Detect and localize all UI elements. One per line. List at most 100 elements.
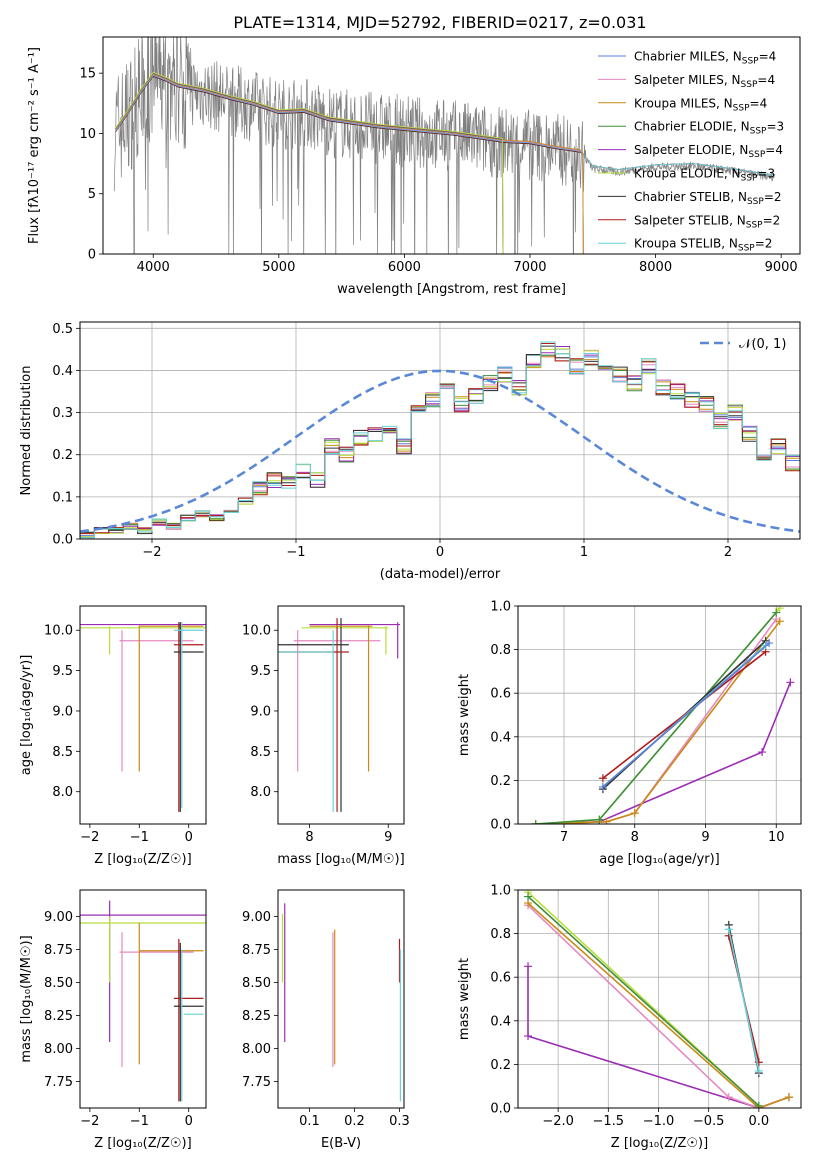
y-tick-label: 8.00 <box>44 1042 73 1057</box>
data-point-marker <box>724 925 733 934</box>
legend-entry-count: =2 <box>763 213 781 227</box>
data-point-marker <box>784 1093 793 1102</box>
legend-entry-subscript: SSP <box>738 244 755 254</box>
x-tick-label: 4000 <box>137 260 170 275</box>
normal-reference-curve <box>80 369 800 533</box>
legend-entry-label: Kroupa ELODIE, N <box>634 167 741 181</box>
axes-frame <box>277 889 405 1109</box>
data-point-marker <box>775 606 784 613</box>
x-tick-label: −1 <box>130 830 149 845</box>
y-tick-label: 8.75 <box>242 943 271 958</box>
weight-line-chabrier-miles <box>602 642 770 788</box>
x-tick-label: 1 <box>580 545 588 560</box>
y-tick-label: 10.0 <box>44 624 73 639</box>
model-curve-kroupa-elodie <box>115 71 504 254</box>
x-tick-label: 0.0 <box>749 1114 770 1129</box>
x-tick-label: 8 <box>631 830 639 845</box>
data-point-marker <box>524 962 533 971</box>
y-tick-label: 0.6 <box>490 971 511 986</box>
y-tick-label: 0.3 <box>52 406 73 421</box>
x-tick-label: 0 <box>436 545 444 560</box>
y-tick-label: 0.8 <box>490 643 511 658</box>
legend-entry-label: 𝒩(0, 1) <box>739 337 786 352</box>
weight-line-chabrier-elodie <box>535 611 777 824</box>
y-tick-label: 8.0 <box>250 785 271 800</box>
legend-entry-subscript: SSP <box>741 80 758 90</box>
y-tick-label: 10.0 <box>242 624 271 639</box>
x-tick-label: −2 <box>80 1114 99 1129</box>
y-axis-label: mass weight <box>457 674 472 756</box>
x-tick-label: 8000 <box>639 260 672 275</box>
legend-entry: Kroupa ELODIE, NSSP=3 <box>634 167 775 184</box>
y-tick-label: 0.4 <box>490 730 511 745</box>
x-tick-label: 2 <box>724 545 732 560</box>
legend-entry-label: Chabrier MILES, N <box>634 50 742 64</box>
axes-frame <box>102 36 801 255</box>
x-tick-label: 7 <box>560 830 568 845</box>
y-tick-label: 1.0 <box>490 600 511 615</box>
weight-line-kroupa-miles <box>527 902 790 1108</box>
y-tick-label: 8.50 <box>242 976 271 991</box>
legend-entry: Salpeter STELIB, NSSP=2 <box>634 213 780 230</box>
x-tick-label: −2 <box>80 830 99 845</box>
data-point-marker <box>724 1093 733 1102</box>
x-tick-label: 0 <box>185 830 193 845</box>
data-point-marker <box>595 815 604 824</box>
y-axis-label: Flux [fλ10⁻¹⁷ erg cm⁻² s⁻¹ A⁻¹] <box>27 47 42 244</box>
legend-entry-label: Kroupa MILES, N <box>634 96 733 110</box>
panel-massweight-vs-Z: −2.0 −1.5 −1.0 −0.5 0.0 0.0 0.2 0.4 0.6 0.8 1.0 Z [… <box>457 884 802 1151</box>
y-tick-label: 9.0 <box>250 704 271 719</box>
plot-marks <box>80 341 800 539</box>
y-tick-label: 0.2 <box>52 448 73 463</box>
legend-entry-subscript: SSP <box>746 220 763 230</box>
x-tick-label: −2 <box>142 545 161 560</box>
legend-entry-count: =2 <box>764 190 782 204</box>
y-tick-label: 0.8 <box>490 927 511 942</box>
axes-frame <box>79 605 207 825</box>
data-point-marker <box>758 748 767 757</box>
y-tick-label: 7.75 <box>44 1075 73 1090</box>
legend-entry-count: =3 <box>757 167 775 181</box>
legend-entry: Salpeter MILES, NSSP=4 <box>634 73 775 90</box>
legend-entry: Kroupa MILES, NSSP=4 <box>634 96 767 113</box>
axes-frame <box>277 605 405 825</box>
y-tick-label: 7.75 <box>242 1075 271 1090</box>
weight-line-kroupa-stelib <box>727 929 760 1072</box>
y-tick-label: 8.5 <box>52 745 73 760</box>
y-tick-label: 1.0 <box>490 884 511 899</box>
x-tick-label: 0.3 <box>389 1114 410 1129</box>
legend-entry: Chabrier ELODIE, NSSP=3 <box>634 120 784 137</box>
data-point-marker <box>602 817 611 824</box>
x-tick-label: 9 <box>384 830 392 845</box>
legend-entry-label: Salpeter MILES, N <box>634 73 741 87</box>
y-tick-label: 8.75 <box>44 943 73 958</box>
data-point-marker <box>630 809 639 818</box>
y-tick-label: 0.5 <box>52 322 73 337</box>
data-point-marker <box>772 608 781 617</box>
plot-marks <box>80 900 206 1102</box>
plot-marks <box>524 890 793 1108</box>
x-axis-label: wavelength [Angstrom, rest frame] <box>337 282 566 297</box>
legend-entry-subscript: SSP <box>750 127 767 137</box>
y-tick-label: 0.1 <box>52 490 73 505</box>
panel-age-vs-Z: −2 −1 0 8.0 8.5 9.0 9.5 10.0 Z [log₁₀(Z/Z☉)] age … <box>19 605 207 867</box>
legend-entry: Kroupa STELIB, NSSP=2 <box>634 237 772 254</box>
plot-marks <box>281 903 401 1102</box>
y-tick-label: 5 <box>88 187 96 202</box>
data-point-marker <box>754 1058 763 1067</box>
y-tick-label: 8.5 <box>250 745 271 760</box>
legend-entry: Salpeter ELODIE, NSSP=4 <box>634 143 783 160</box>
y-tick-label: 0.0 <box>490 1102 511 1117</box>
legend-entry-label: Kroupa STELIB, N <box>634 237 738 251</box>
x-tick-label: 0.2 <box>344 1114 365 1129</box>
legend-entry-count: =4 <box>765 143 783 157</box>
legend-entry-subscript: SSP <box>733 103 750 113</box>
plot-area: 4000 5000 6000 7000 8000 9000051015wavelength… <box>19 36 802 1151</box>
x-tick-label: −1.0 <box>643 1114 675 1129</box>
x-tick-label: 10 <box>768 830 785 845</box>
x-tick-label: 7000 <box>513 260 546 275</box>
x-tick-label: 0.1 <box>299 1114 320 1129</box>
y-tick-label: 0.4 <box>490 1014 511 1029</box>
